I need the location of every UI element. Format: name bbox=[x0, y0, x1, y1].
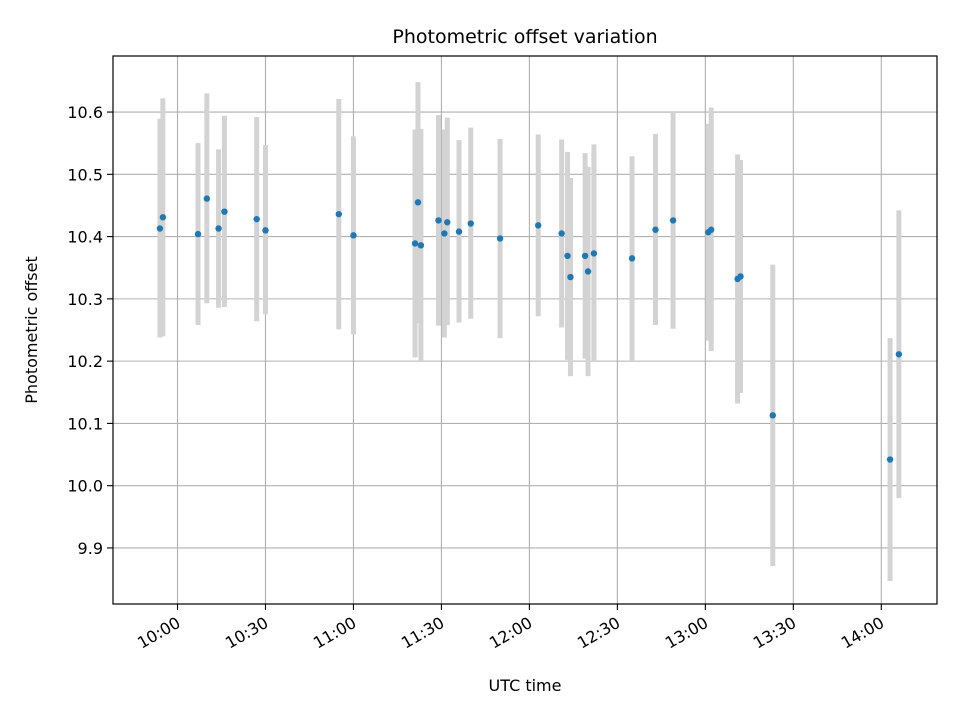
data-point bbox=[350, 232, 357, 239]
data-point bbox=[567, 273, 574, 281]
data-point bbox=[262, 227, 269, 234]
data-point bbox=[215, 225, 222, 232]
data-point bbox=[253, 215, 260, 223]
data-point bbox=[737, 273, 744, 280]
y-tick-label: 10.0 bbox=[67, 477, 103, 496]
data-point bbox=[194, 230, 202, 238]
data-point bbox=[534, 222, 542, 229]
data-point bbox=[414, 199, 422, 206]
y-tick-label: 10.1 bbox=[67, 414, 103, 433]
data-point bbox=[435, 217, 442, 224]
y-axis-label: Photometric offset bbox=[22, 256, 41, 404]
y-tick-label: 10.3 bbox=[67, 290, 103, 309]
data-point bbox=[496, 235, 504, 242]
data-point bbox=[584, 268, 592, 275]
y-tick-label: 10.6 bbox=[67, 103, 103, 122]
data-point bbox=[769, 412, 776, 419]
data-point bbox=[652, 226, 659, 233]
data-point bbox=[203, 195, 211, 202]
y-tick-label: 10.2 bbox=[67, 352, 103, 371]
plot-frame bbox=[112, 55, 938, 605]
data-point bbox=[441, 230, 448, 237]
data-point bbox=[886, 456, 894, 463]
data-point bbox=[411, 240, 419, 247]
data-point bbox=[455, 228, 463, 235]
y-tick-label: 10.4 bbox=[67, 228, 103, 247]
y-tick-label: 9.9 bbox=[78, 539, 103, 558]
y-tick-label: 10.5 bbox=[67, 165, 103, 184]
data-point bbox=[156, 225, 164, 232]
data-point bbox=[467, 220, 474, 227]
data-point bbox=[708, 226, 715, 233]
data-point bbox=[669, 217, 677, 224]
data-point bbox=[564, 252, 571, 260]
data-point bbox=[558, 230, 565, 237]
x-axis-label: UTC time bbox=[489, 676, 562, 695]
data-point bbox=[590, 250, 598, 257]
data-point bbox=[444, 219, 451, 226]
data-points bbox=[156, 195, 903, 463]
data-point bbox=[221, 208, 228, 215]
data-point bbox=[417, 242, 425, 249]
chart-title: Photometric offset variation bbox=[392, 26, 657, 48]
y-axis: 9.9 10.0 10.1 10.2 10.3 10.4 10.5 10.6 bbox=[67, 103, 113, 558]
data-point bbox=[628, 255, 636, 262]
data-point bbox=[581, 252, 589, 260]
grid bbox=[113, 56, 937, 604]
data-point bbox=[159, 214, 167, 221]
data-point bbox=[335, 210, 342, 218]
data-point bbox=[895, 351, 903, 358]
